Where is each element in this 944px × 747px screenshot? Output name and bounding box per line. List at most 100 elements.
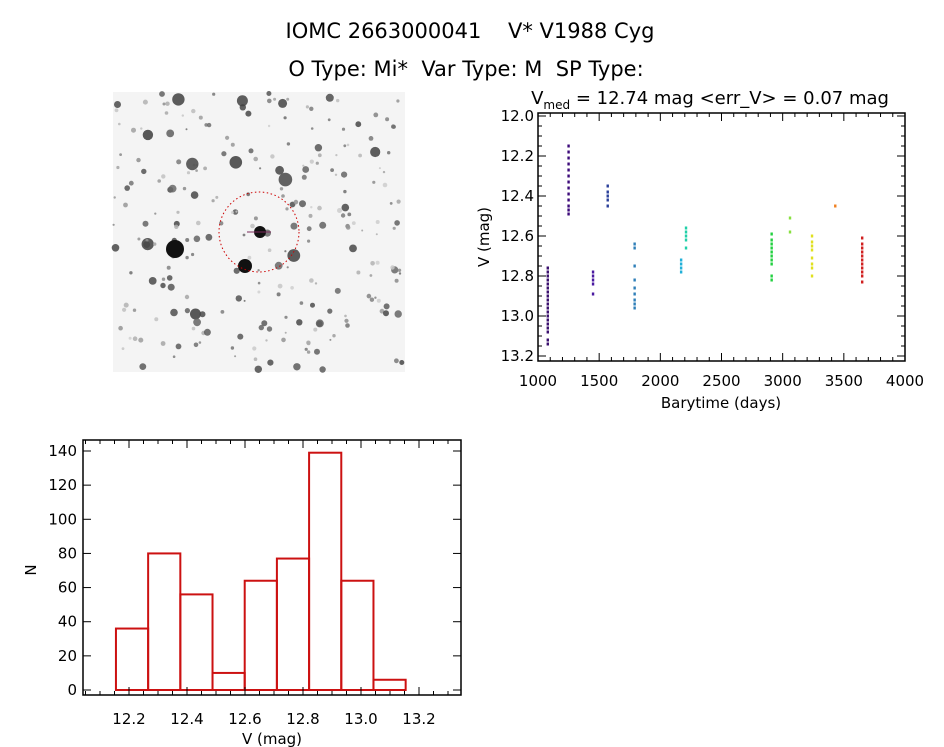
star (355, 121, 362, 128)
star (307, 239, 311, 243)
star (389, 202, 393, 205)
light-curve-xlabel: Barytime (days) (661, 394, 781, 412)
star (243, 299, 246, 302)
y-tick-label: 12.8 (501, 267, 534, 285)
data-point (834, 204, 837, 208)
star (285, 207, 289, 211)
star (286, 142, 291, 146)
star (310, 206, 313, 209)
star (176, 210, 180, 214)
x-tick-label: 12.6 (228, 710, 261, 728)
star (235, 210, 238, 213)
x-tick-label: 12.4 (170, 710, 203, 728)
star (205, 233, 213, 241)
data-point (684, 234, 688, 238)
star (131, 127, 136, 133)
star (284, 315, 288, 319)
x-tick-label: 13.2 (402, 710, 435, 728)
star (139, 363, 147, 370)
star (366, 293, 372, 299)
star (141, 168, 147, 175)
star (308, 213, 313, 218)
star (211, 199, 215, 203)
data-point (860, 250, 864, 254)
star (313, 327, 318, 332)
data-point (567, 180, 570, 184)
star (123, 302, 129, 308)
data-point (633, 286, 636, 290)
star (385, 117, 390, 122)
star (344, 318, 349, 323)
star (164, 111, 169, 115)
data-point (810, 262, 814, 266)
star (137, 237, 141, 241)
star (361, 229, 364, 232)
star (383, 303, 390, 310)
star (302, 164, 305, 167)
histogram-ylabel: N (22, 564, 40, 575)
y-tick-label: 60 (58, 579, 77, 597)
star (346, 225, 351, 230)
star (344, 314, 347, 318)
star (123, 202, 128, 208)
star (382, 170, 386, 174)
star (238, 259, 252, 273)
y-tick-label: 80 (58, 544, 77, 562)
star (113, 196, 116, 199)
data-point (679, 258, 683, 262)
data-point (770, 242, 773, 246)
data-point (546, 298, 549, 302)
star (370, 261, 375, 266)
data-point (606, 184, 609, 188)
data-point (546, 286, 549, 290)
star (275, 165, 284, 175)
star (185, 128, 188, 131)
star (394, 220, 400, 226)
subtitle: O Type: Mi* Var Type: M SP Type: (288, 57, 643, 81)
star (143, 241, 151, 249)
star (309, 106, 314, 112)
star (253, 216, 258, 221)
data-point (810, 240, 814, 244)
star (166, 265, 171, 270)
star (118, 122, 121, 126)
star (267, 359, 274, 366)
star (212, 92, 216, 96)
star (345, 323, 350, 328)
star (182, 186, 187, 191)
histogram-bar (243, 579, 278, 691)
star (142, 99, 148, 105)
star (181, 114, 184, 117)
star (325, 93, 334, 102)
histogram-bar (211, 671, 246, 692)
star (230, 211, 234, 214)
data-point (860, 236, 864, 240)
data-point (860, 258, 864, 262)
data-point (567, 156, 570, 160)
data-point (567, 204, 570, 208)
star (172, 355, 176, 359)
data-point (770, 232, 773, 236)
star (267, 124, 271, 128)
data-point (788, 216, 792, 220)
star (284, 331, 287, 334)
star (166, 275, 173, 281)
star (198, 341, 202, 344)
star (190, 191, 199, 199)
star (142, 129, 154, 141)
star (341, 171, 348, 178)
star (286, 266, 289, 269)
star (267, 98, 272, 104)
star (369, 274, 373, 277)
star (230, 346, 235, 350)
star (175, 343, 182, 350)
star (160, 282, 166, 289)
data-point (546, 274, 549, 278)
star (184, 294, 190, 300)
star (138, 337, 144, 343)
data-point (567, 168, 570, 172)
data-point (591, 274, 595, 278)
star (233, 267, 240, 274)
star (286, 97, 290, 101)
